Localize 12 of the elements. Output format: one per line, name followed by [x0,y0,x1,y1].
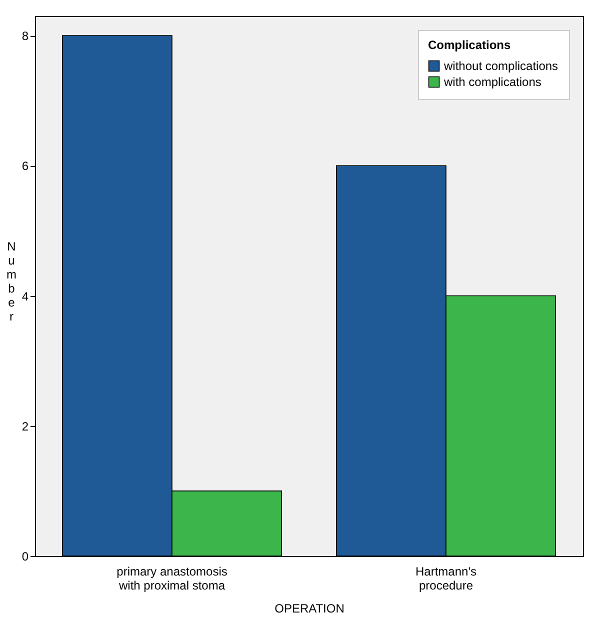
y-tick-label: 8 [22,29,29,44]
y-tick-label: 2 [22,419,29,434]
x-tick-label: primary anastomosis with proximal stoma [116,564,228,592]
legend-label: with complications [443,75,542,89]
y-tick-label: 4 [22,289,29,304]
y-tick-label: 0 [22,550,29,564]
x-tick-label: Hartmann's procedure [416,564,476,592]
legend-label: without complications [443,59,558,73]
x-axis-title: OPERATION [274,602,344,616]
y-tick-label: 6 [22,159,29,174]
legend-title: Complications [428,38,511,52]
y-axis-title: Number [6,240,16,324]
